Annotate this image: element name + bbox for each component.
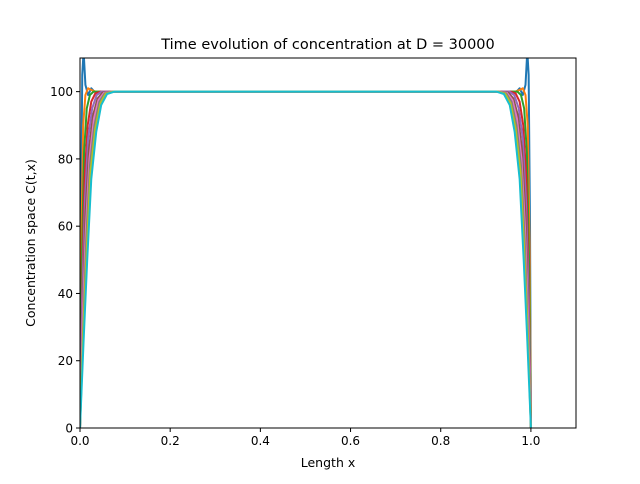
x-axis: 0.0 0.2 0.4 0.6 0.8 1.0: [70, 428, 540, 448]
x-tick-label: 0.4: [251, 434, 270, 448]
y-tick-label: 40: [58, 287, 73, 301]
series-line-10: [80, 90, 532, 428]
y-tick-label: 0: [65, 422, 73, 436]
x-tick-label: 0.2: [161, 434, 180, 448]
y-tick-label: 60: [58, 220, 73, 234]
y-axis: 0 20 40 60 80 100: [50, 85, 80, 436]
x-tick-label: 0.6: [341, 434, 360, 448]
plot-frame: [79, 57, 577, 429]
series-layer: [80, 58, 532, 428]
y-tick-label: 100: [50, 85, 73, 99]
x-tick-label: 0.0: [70, 434, 89, 448]
y-tick-label: 20: [58, 354, 73, 368]
y-tick-label: 80: [58, 152, 73, 166]
x-tick-label: 1.0: [521, 434, 540, 448]
y-axis-label: Concentration space C(t,x): [23, 159, 38, 327]
x-tick-label: 0.8: [431, 434, 450, 448]
x-axis-label: Length x: [301, 455, 356, 470]
chart-title: Time evolution of concentration at D = 3…: [160, 37, 495, 53]
